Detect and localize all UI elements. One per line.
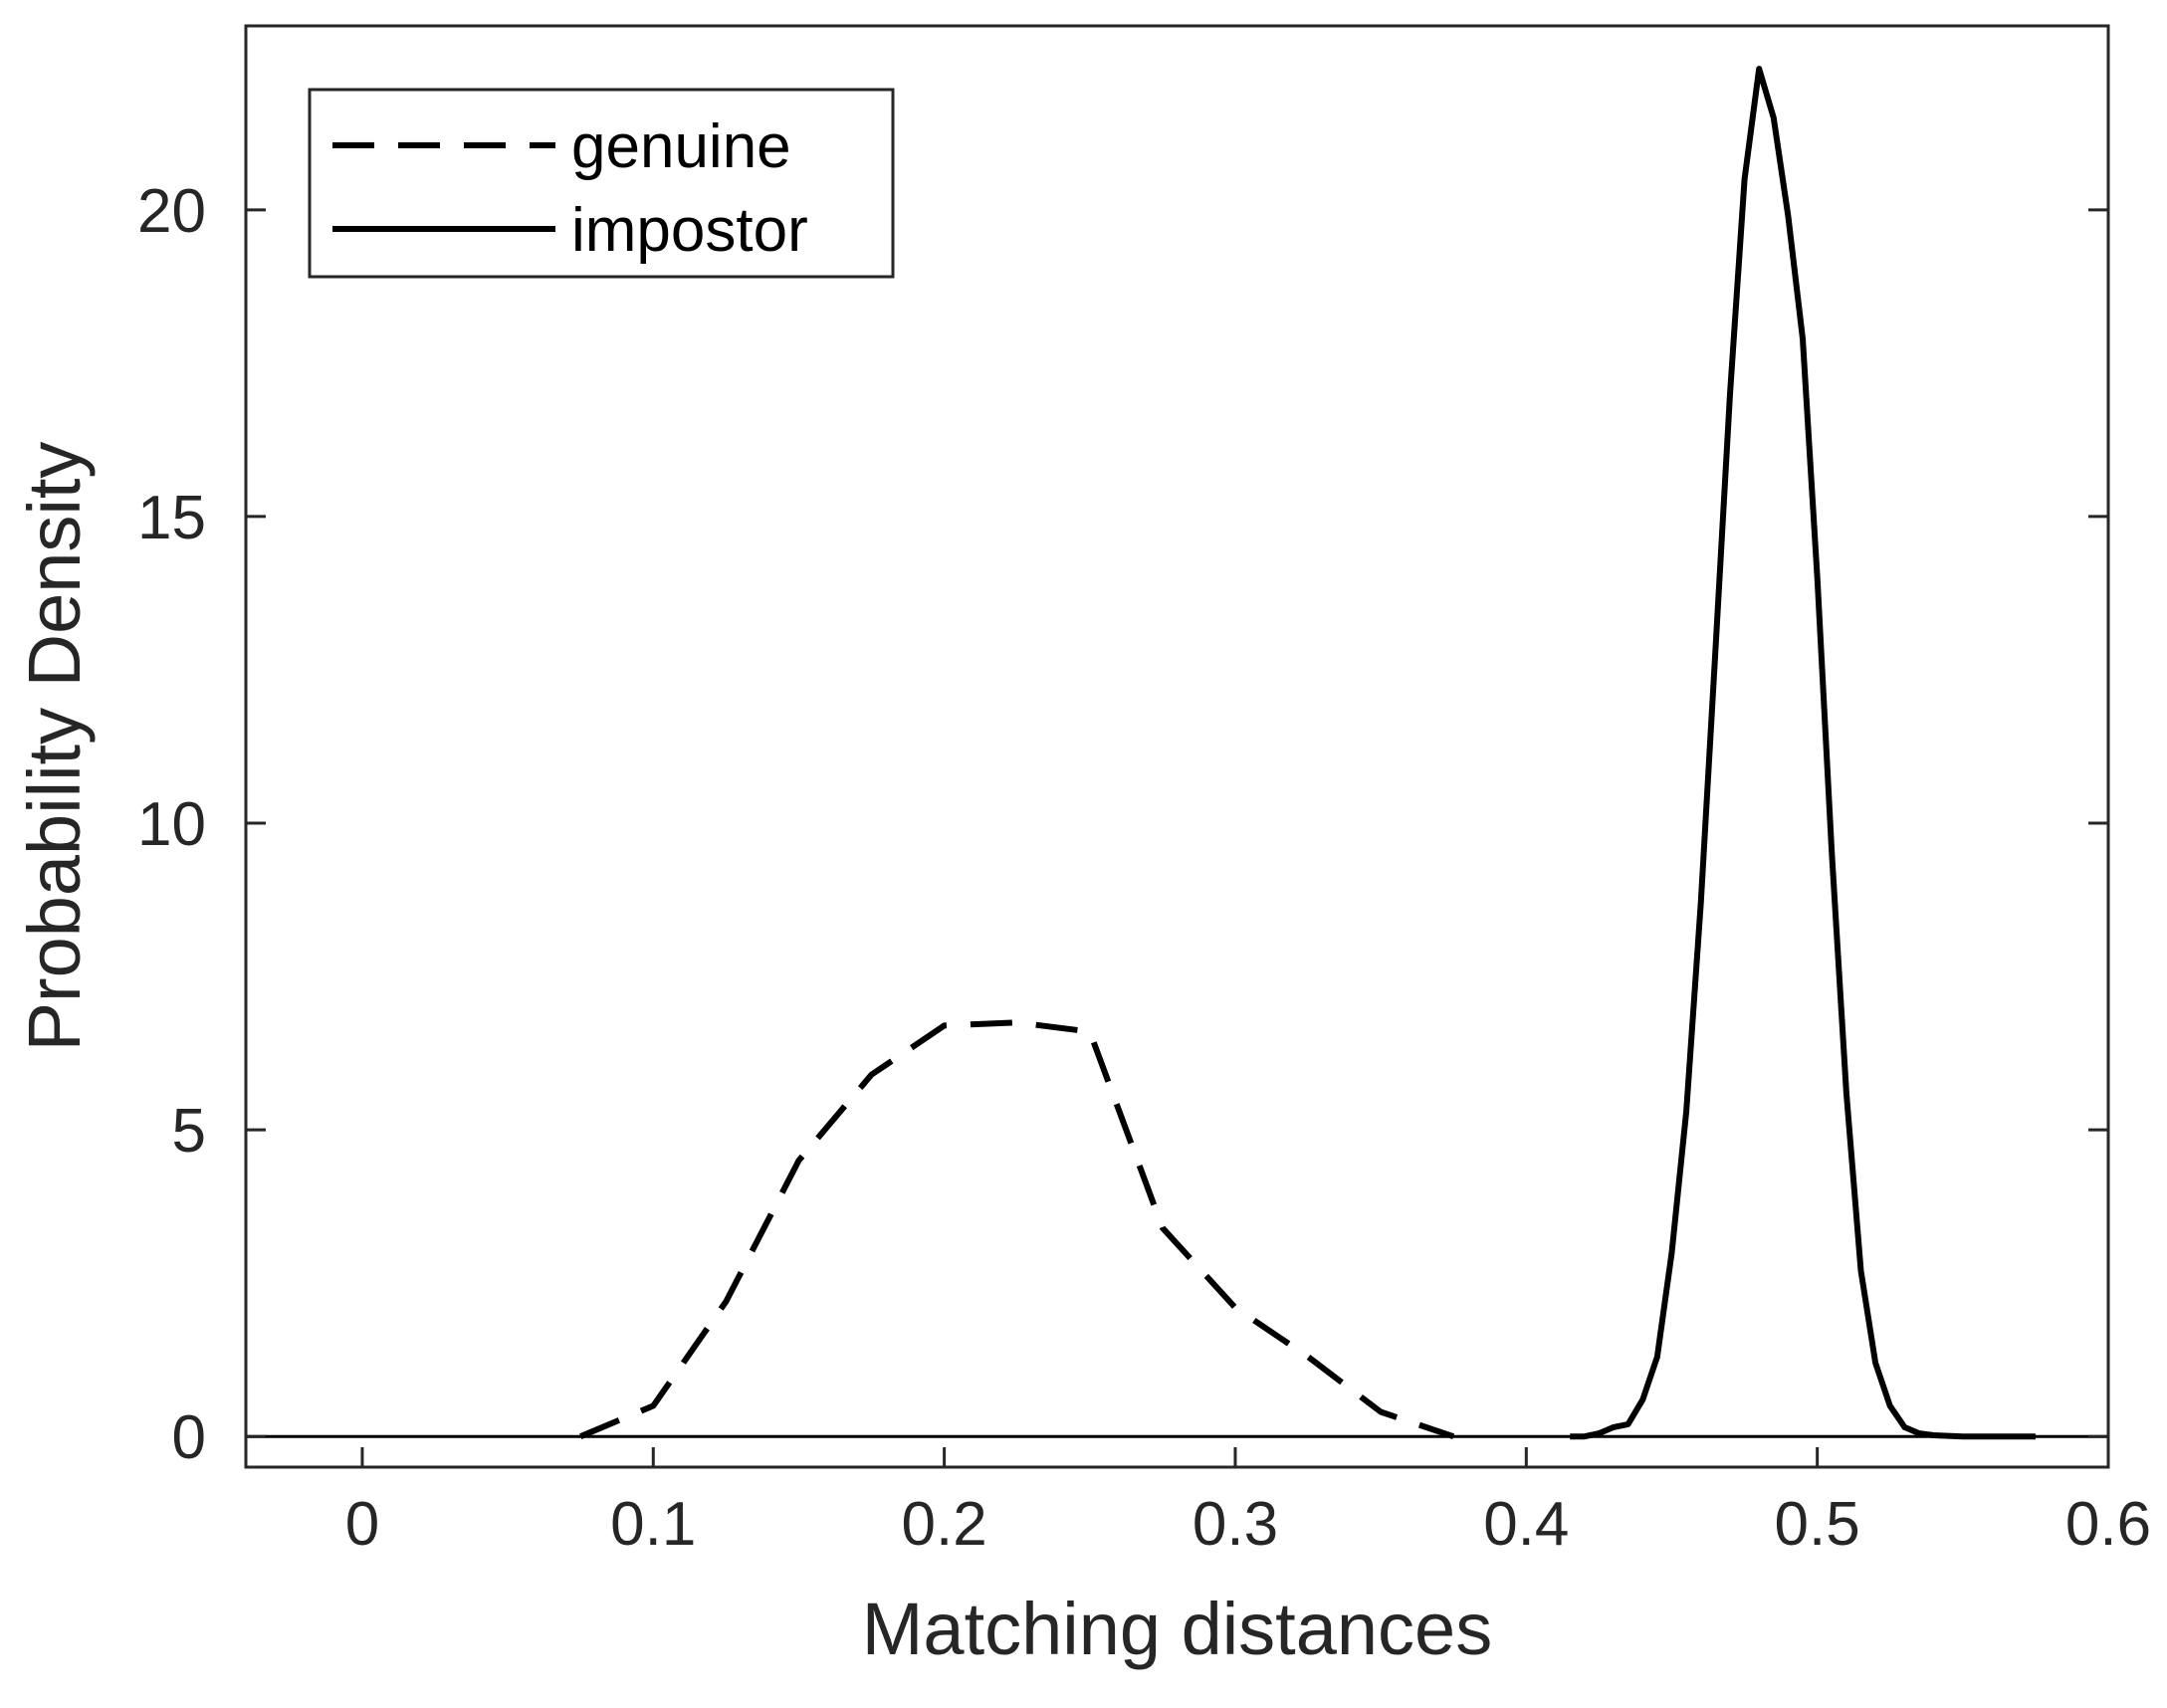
x-axis-title: Matching distances bbox=[862, 1588, 1492, 1670]
y-tick-label: 20 bbox=[137, 177, 206, 246]
y-tick-label: 5 bbox=[172, 1097, 206, 1166]
series-line-impostor bbox=[1570, 66, 2036, 1440]
y-tick-label: 10 bbox=[137, 790, 206, 859]
legend: genuine impostor bbox=[308, 88, 895, 279]
series-line-genuine bbox=[579, 1019, 1455, 1440]
y-axis-title: Probability Density bbox=[13, 442, 96, 1052]
x-tick-label: 0.2 bbox=[902, 1490, 987, 1559]
y-axis: 0 5 10 15 20 bbox=[137, 177, 2108, 1472]
x-axis: 0 0.1 0.2 0.3 0.4 0.5 0.6 bbox=[345, 1447, 2151, 1559]
series-layer bbox=[579, 66, 2036, 1440]
x-tick-label: 0.5 bbox=[1775, 1490, 1860, 1559]
axes-frame bbox=[244, 24, 2110, 1469]
x-tick-label: 0.6 bbox=[2065, 1490, 2151, 1559]
y-tick-label: 15 bbox=[137, 484, 206, 552]
x-tick-label: 0.3 bbox=[1192, 1490, 1278, 1559]
x-tick-label: 0.4 bbox=[1483, 1490, 1569, 1559]
y-tick-label: 0 bbox=[172, 1403, 206, 1472]
legend-box bbox=[308, 88, 895, 279]
x-tick-label: 0 bbox=[345, 1490, 379, 1559]
legend-label-impostor: impostor bbox=[571, 196, 808, 265]
legend-label-genuine: genuine bbox=[571, 112, 791, 181]
x-tick-label: 0.1 bbox=[610, 1490, 696, 1559]
